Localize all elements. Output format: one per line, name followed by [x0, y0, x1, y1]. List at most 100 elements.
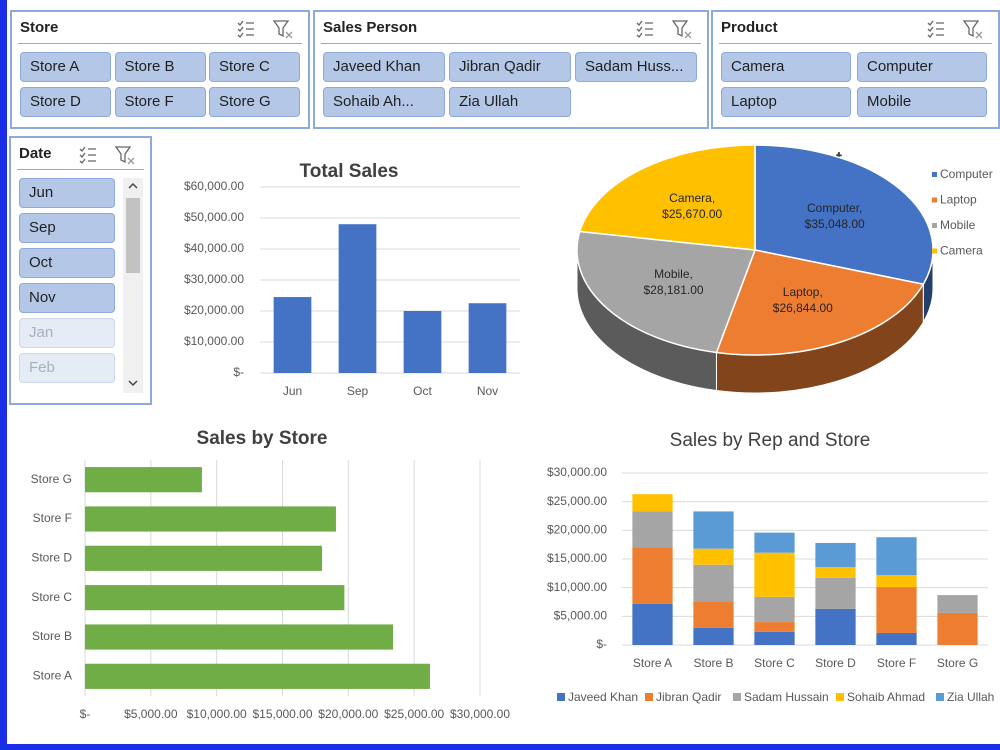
bar-segment	[876, 575, 917, 588]
slicer-icons	[79, 146, 135, 165]
slicer-item[interactable]: Jan	[19, 318, 115, 348]
legend-label: Jibran Qadir	[656, 690, 721, 704]
legend-swatch	[836, 693, 844, 701]
separator	[18, 43, 302, 44]
slicer-item[interactable]: Javeed Khan	[323, 52, 445, 82]
slicer: Product Camera Computer Laptop Mobile	[711, 10, 1000, 129]
x-tick-label: $30,000.00	[450, 707, 510, 721]
x-tick-label: Store B	[693, 656, 733, 670]
y-tick-label: Store G	[31, 472, 72, 486]
legend-label: Laptop	[940, 193, 977, 207]
legend-swatch	[932, 248, 937, 254]
bar-segment	[937, 595, 978, 613]
legend-label: Sadam Hussain	[744, 690, 829, 704]
x-tick-label: Store F	[877, 656, 916, 670]
bar-segment	[754, 596, 795, 623]
x-tick-label: $20,000.00	[318, 707, 378, 721]
legend-label: Javeed Khan	[568, 690, 638, 704]
slicer-item[interactable]: Store B	[114, 52, 206, 82]
slicer: Store Store A Store B Store C Store D Store F…	[10, 10, 310, 129]
slicer-item[interactable]: Store D	[20, 87, 111, 117]
bar-segment	[815, 542, 856, 568]
slicer-item[interactable]: Camera	[721, 52, 851, 82]
slicer-item[interactable]: Sep	[19, 213, 115, 243]
y-tick-label: $-	[596, 637, 607, 651]
scrollbar-graphic	[126, 182, 140, 387]
slicer-item[interactable]: Nov	[19, 283, 115, 313]
slicer-item[interactable]: Sohaib Ah...	[323, 87, 445, 117]
slicer-item[interactable]: Store G	[209, 87, 300, 117]
y-tick-label: Store C	[31, 590, 72, 604]
slicer: Sales Person Javeed Khan Jibran Qadir Sadam…	[313, 10, 709, 129]
data-label: Mobile, $28,181.00	[643, 267, 704, 298]
x-tick-label: $-	[80, 707, 91, 721]
slicer-item[interactable]: Sadam Huss...	[575, 52, 697, 82]
slicer-item[interactable]: Zia Ullah	[449, 87, 571, 117]
slicer-icons[interactable]	[236, 18, 296, 45]
slicer-item[interactable]: Mobile	[857, 87, 987, 117]
bar-segment	[815, 577, 856, 609]
y-tick-label: $25,000.00	[547, 494, 607, 508]
bar	[85, 585, 345, 611]
scrollbar[interactable]	[123, 178, 143, 393]
slicer-item[interactable]: Store F	[114, 87, 206, 117]
slicer-item[interactable]: Jibran Qadir	[449, 52, 571, 82]
chart-title: Sales by Rep and Store	[670, 430, 871, 451]
bar	[85, 467, 202, 493]
slicer-icons[interactable]	[926, 18, 986, 45]
bar-segment	[632, 494, 673, 512]
slicer-item[interactable]: Oct	[19, 248, 115, 278]
x-tick-label: Jun	[283, 384, 302, 398]
chart-title: Sales by Store	[197, 428, 328, 449]
slicer-icons[interactable]	[78, 144, 138, 171]
slicer-icons[interactable]	[635, 18, 695, 45]
legend-label: Computer	[940, 167, 993, 181]
bar-segment	[815, 567, 856, 578]
y-tick-label: $10,000.00	[547, 580, 607, 594]
slicer-item[interactable]: Jun	[19, 178, 115, 208]
legend-swatch	[733, 693, 741, 701]
bar-segment	[876, 537, 917, 576]
y-tick-label: $15,000.00	[547, 551, 607, 565]
slicer-item[interactable]: Store C	[209, 52, 300, 82]
slicer-item[interactable]: Feb	[19, 353, 115, 383]
bar-segment	[693, 548, 734, 565]
frame	[0, 0, 7, 750]
y-tick-label: Store A	[33, 669, 72, 683]
slicer-title: Store	[20, 19, 59, 36]
legend-label: Zia Ullah	[947, 690, 994, 704]
x-tick-label: $10,000.00	[187, 707, 247, 721]
y-tick-label: $50,000.00	[184, 210, 244, 224]
bar-segment	[754, 622, 795, 632]
slicer-icons	[237, 20, 293, 39]
x-tick-label: Nov	[477, 384, 498, 398]
y-tick-label: $10,000.00	[184, 334, 244, 348]
legend-swatch	[936, 693, 944, 701]
y-tick-label: $20,000.00	[547, 523, 607, 537]
y-tick-label: Store D	[31, 551, 72, 565]
slicer-item[interactable]: Laptop	[721, 87, 851, 117]
bar	[85, 506, 336, 532]
y-tick-label: $60,000.00	[184, 179, 244, 193]
bar	[403, 311, 442, 373]
bar-segment	[693, 511, 734, 549]
slicer-item[interactable]: Computer	[857, 52, 987, 82]
slicer-item[interactable]: Store A	[20, 52, 111, 82]
legend-swatch	[932, 197, 937, 203]
bar-segment	[815, 608, 856, 645]
y-tick-label: $40,000.00	[184, 241, 244, 255]
bar-segment	[632, 603, 673, 645]
bar-segment	[876, 587, 917, 633]
bar-segment	[693, 627, 734, 645]
bar-segment	[632, 511, 673, 548]
legend-label: Mobile	[940, 218, 976, 232]
bar-segment	[876, 632, 917, 645]
x-tick-label: Store C	[754, 656, 795, 670]
slicer-icons	[927, 20, 983, 39]
data-label: Camera, $25,670.00	[662, 190, 723, 221]
bar-segment	[754, 552, 795, 597]
bar	[338, 224, 377, 373]
y-tick-label: Store B	[32, 629, 72, 643]
x-tick-label: Store D	[815, 656, 856, 670]
